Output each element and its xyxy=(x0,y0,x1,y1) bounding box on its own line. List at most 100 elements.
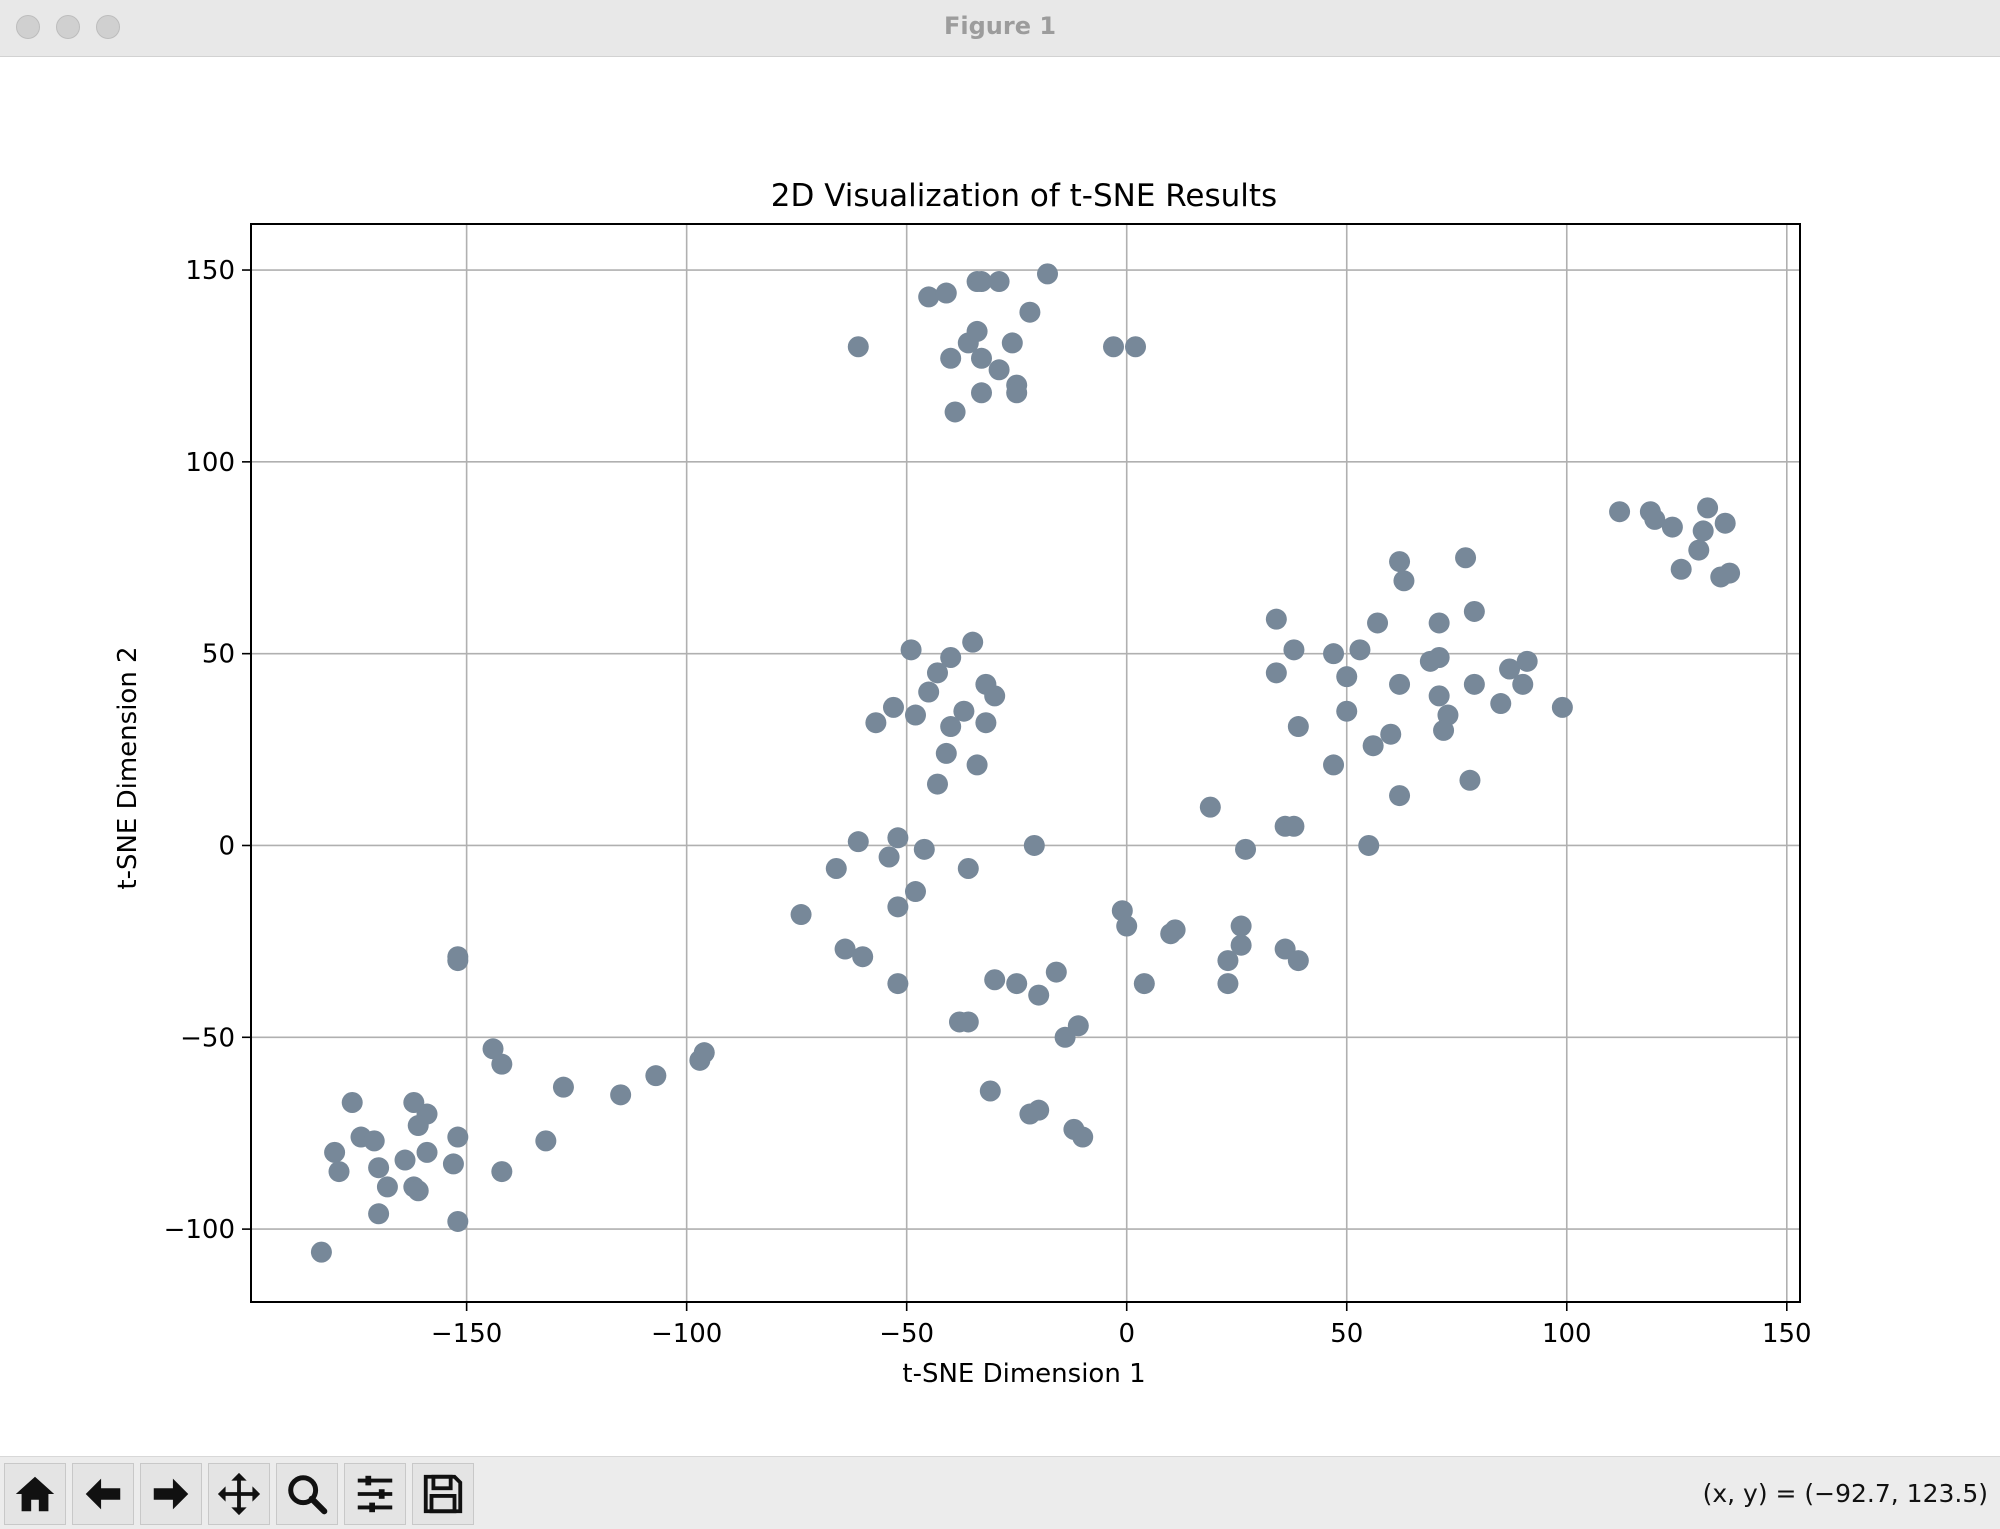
scatter-point xyxy=(1336,666,1358,688)
scatter-point xyxy=(918,286,940,308)
scatter-point xyxy=(918,681,940,703)
grid-lines xyxy=(251,224,1800,1302)
x-tick-label: −100 xyxy=(651,1319,722,1349)
scatter-point xyxy=(825,857,847,879)
scatter-point xyxy=(1463,600,1485,622)
scatter-point xyxy=(1336,700,1358,722)
arrow-right-icon xyxy=(153,1478,189,1510)
scatter-point xyxy=(1428,612,1450,634)
scatter-point xyxy=(645,1065,667,1087)
window-title: Figure 1 xyxy=(943,12,1057,40)
scatter-point xyxy=(1116,915,1138,937)
scatter-point xyxy=(363,1130,385,1152)
scatter-point xyxy=(988,271,1010,293)
scatter-point xyxy=(552,1076,574,1098)
scatter-point xyxy=(975,712,997,734)
scatter-point xyxy=(1001,332,1023,354)
x-tick-label: 150 xyxy=(1762,1319,1812,1349)
scatter-point xyxy=(1265,662,1287,684)
scatter-point xyxy=(926,773,948,795)
scatter-point xyxy=(368,1157,390,1179)
scatter-point xyxy=(407,1115,429,1137)
scatter-point xyxy=(394,1149,416,1171)
scatter-point xyxy=(847,831,869,853)
x-tick-label: 50 xyxy=(1330,1319,1363,1349)
scatter-point xyxy=(957,1011,979,1033)
scatter-point xyxy=(1019,301,1041,323)
scatter-point xyxy=(1283,639,1305,661)
scatter-point xyxy=(1006,382,1028,404)
figure-canvas[interactable]: 2D Visualization of t-SNE Results t-SNE … xyxy=(0,57,2000,1455)
scatter-point xyxy=(887,973,909,995)
scatter-point xyxy=(1323,754,1345,776)
forward-button[interactable] xyxy=(140,1463,202,1525)
scatter-point xyxy=(416,1141,438,1163)
back-button[interactable] xyxy=(72,1463,134,1525)
scatter-point xyxy=(1230,915,1252,937)
scatter-point xyxy=(491,1053,513,1075)
arrow-left-icon xyxy=(85,1478,121,1510)
scatter-point xyxy=(988,359,1010,381)
scatter-point xyxy=(904,704,926,726)
scatter-point xyxy=(1054,1026,1076,1048)
scatter-point xyxy=(1551,696,1573,718)
scatter-point xyxy=(1217,950,1239,972)
scatter-point xyxy=(1349,639,1371,661)
scatter-point xyxy=(944,401,966,423)
scatter-point xyxy=(1459,769,1481,791)
scatter-point xyxy=(1428,647,1450,669)
scatter-point xyxy=(1380,723,1402,745)
maximize-window-icon[interactable] xyxy=(96,15,120,39)
scatter-point xyxy=(368,1203,390,1225)
plot-area-frame xyxy=(250,223,1801,1303)
scatter-point xyxy=(966,754,988,776)
pan-button[interactable] xyxy=(208,1463,270,1525)
scatter-point xyxy=(900,639,922,661)
scatter-point xyxy=(1499,658,1521,680)
window-titlebar: Figure 1 xyxy=(0,0,2000,57)
scatter-point xyxy=(865,712,887,734)
scatter-point xyxy=(1006,973,1028,995)
home-button[interactable] xyxy=(4,1463,66,1525)
scatter-point xyxy=(962,631,984,653)
scatter-point xyxy=(1199,796,1221,818)
scatter-point xyxy=(940,647,962,669)
x-tick-label: −150 xyxy=(431,1319,502,1349)
scatter-point xyxy=(935,742,957,764)
scatter-point xyxy=(482,1038,504,1060)
sliders-icon xyxy=(357,1475,393,1513)
y-tick-label: 50 xyxy=(202,640,235,670)
home-icon xyxy=(15,1476,55,1512)
scatter-point xyxy=(328,1161,350,1183)
scatter-point xyxy=(376,1176,398,1198)
scatter-point xyxy=(1490,693,1512,715)
y-tick-label: −100 xyxy=(164,1215,235,1245)
scatter-point xyxy=(984,969,1006,991)
scatter-point xyxy=(1719,562,1741,584)
zoom-button[interactable] xyxy=(276,1463,338,1525)
magnifier-icon xyxy=(288,1475,328,1515)
axis-ticks: −150 −100 −50 0 50 100 150 −100 −50 0 50 100 150 xyxy=(164,256,1812,1349)
scatter-point xyxy=(1037,263,1059,285)
scatter-point xyxy=(1265,608,1287,630)
navigation-toolbar: (x, y) = (−92.7, 123.5) xyxy=(0,1456,2000,1529)
scatter-point xyxy=(1283,815,1305,837)
chart-title: 2D Visualization of t-SNE Results xyxy=(771,178,1277,214)
scatter-point xyxy=(535,1130,557,1152)
scatter-point xyxy=(1023,834,1045,856)
scatter-point xyxy=(447,950,469,972)
scatter-point xyxy=(1367,612,1389,634)
x-axis-label: t-SNE Dimension 1 xyxy=(902,1359,1145,1389)
save-button[interactable] xyxy=(412,1463,474,1525)
minimize-window-icon[interactable] xyxy=(56,15,80,39)
configure-subplots-button[interactable] xyxy=(344,1463,406,1525)
floppy-disk-icon xyxy=(423,1474,463,1514)
scatter-point xyxy=(491,1161,513,1183)
close-window-icon[interactable] xyxy=(16,15,40,39)
scatter-point xyxy=(1362,735,1384,757)
scatter-point xyxy=(1235,838,1257,860)
scatter-point xyxy=(1463,673,1485,695)
scatter-point xyxy=(310,1241,332,1263)
scatter-point xyxy=(1072,1126,1094,1148)
x-tick-label: 0 xyxy=(1118,1319,1135,1349)
